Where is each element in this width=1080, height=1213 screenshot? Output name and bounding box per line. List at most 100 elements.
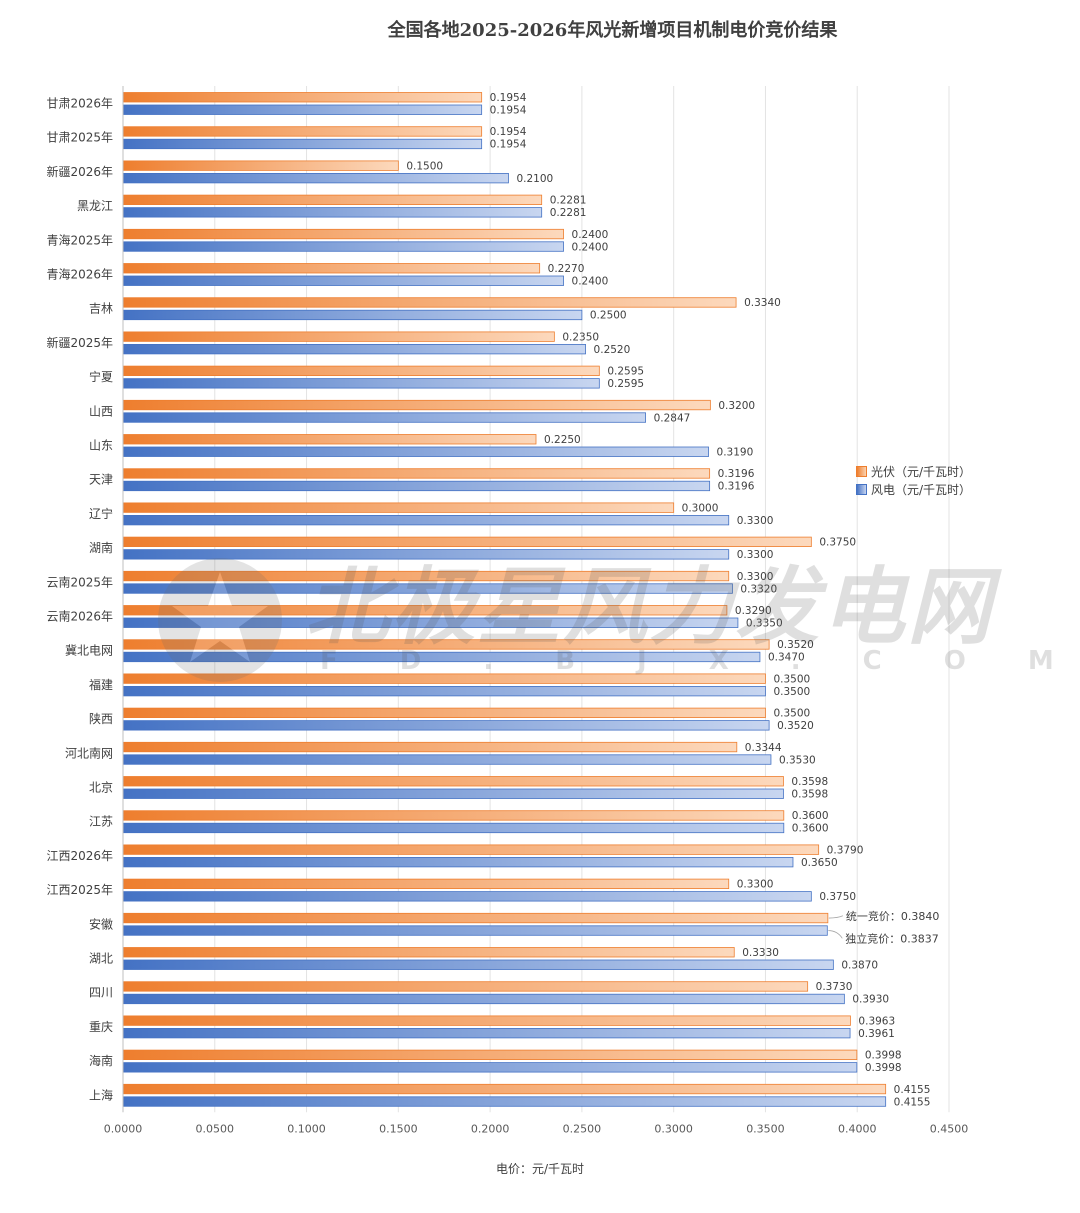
- chart-title: 全国各地2025-2026年风光新增项目机制电价竞价结果: [387, 20, 838, 41]
- data-label: 0.2270: [548, 263, 585, 275]
- data-label: 0.3961: [858, 1028, 895, 1040]
- data-label: 0.3500: [773, 673, 810, 685]
- axes: 0.0000 0.0500 0.1000 0.1500 0.2000 0.2500 0.30…: [46, 86, 968, 1135]
- category-label: 甘肃2026年: [46, 97, 113, 111]
- data-label: 0.3000: [682, 502, 719, 514]
- category-label: 湖北: [89, 951, 113, 966]
- bar-solar: [122, 1015, 851, 1026]
- data-label: 0.3998: [865, 1062, 902, 1074]
- data-label: 0.3730: [816, 981, 853, 993]
- data-label: 独立竞价：0.3837: [845, 931, 939, 945]
- data-label: 0.3870: [841, 960, 878, 972]
- category-label: 青海2026年: [46, 267, 113, 282]
- x-tick-label: 0.1500: [379, 1122, 418, 1135]
- bar-solar: [122, 707, 766, 718]
- data-label: 0.2100: [516, 173, 553, 185]
- bar-solar: [122, 981, 809, 992]
- watermark-logo-icon: [158, 558, 282, 682]
- data-label: 0.2281: [550, 195, 587, 207]
- data-label: 0.2250: [544, 434, 581, 446]
- data-label: 0.3650: [801, 857, 838, 869]
- legend-swatch-wind: [856, 483, 867, 495]
- category-label: 北京: [89, 781, 113, 795]
- bar-wind: [122, 309, 583, 321]
- bar-wind: [122, 1028, 851, 1039]
- category-label: 天津: [89, 473, 113, 487]
- data-label: 0.3300: [737, 515, 774, 527]
- data-label: 0.3196: [718, 481, 755, 493]
- bar-solar: [122, 1049, 858, 1060]
- bar-solar: [122, 947, 735, 958]
- category-label: 江西2025年: [46, 883, 113, 897]
- callout-line: [828, 930, 843, 939]
- category-label: 上海: [89, 1087, 113, 1102]
- bar-wind: [122, 925, 828, 936]
- bar-solar: [122, 126, 483, 137]
- data-label: 0.3320: [740, 583, 777, 595]
- x-tick-label: 0.1000: [287, 1122, 326, 1135]
- bar-wind: [122, 343, 586, 355]
- category-label: 黑龙江: [77, 199, 113, 213]
- data-label: 0.2520: [594, 344, 631, 356]
- bar-solar: [122, 434, 537, 445]
- bar-solar: [122, 365, 600, 377]
- category-label: 重庆: [89, 1020, 113, 1034]
- bar-wind: [122, 378, 600, 389]
- data-label: 统一竞价：0.3840: [846, 909, 940, 923]
- legend-label-solar: 光伏（元/千瓦时）: [871, 464, 972, 479]
- data-label: 0.1954: [490, 126, 527, 138]
- bar-wind: [122, 275, 564, 286]
- data-label: 0.2350: [562, 331, 599, 343]
- data-label: 0.3350: [746, 618, 783, 630]
- data-label: 0.3190: [717, 447, 754, 459]
- x-tick-label: 0.2500: [563, 1122, 602, 1135]
- data-label: 0.3750: [819, 537, 856, 549]
- bar-wind: [122, 720, 770, 731]
- x-tick-label: 0.2000: [471, 1122, 510, 1135]
- bar-wind: [122, 1062, 858, 1073]
- data-label: 0.4155: [894, 1096, 931, 1108]
- legend-swatch-solar: [856, 465, 867, 477]
- callout-line: [828, 915, 844, 919]
- category-label: 青海2025年: [46, 232, 113, 247]
- data-label: 0.3330: [742, 947, 779, 959]
- bar-solar: [122, 912, 829, 924]
- data-label: 0.1954: [490, 92, 527, 104]
- bar-wind: [122, 754, 772, 765]
- category-label: 陕西: [89, 711, 113, 726]
- category-label: 江苏: [89, 815, 113, 829]
- category-label: 新疆2026年: [46, 164, 113, 179]
- data-label: 0.3598: [791, 789, 828, 801]
- data-label: 0.3500: [773, 708, 810, 720]
- bar-wind: [122, 1096, 887, 1107]
- gridlines: [214, 86, 950, 1113]
- data-label: 0.1954: [490, 139, 527, 151]
- category-label: 江西2026年: [46, 849, 113, 863]
- data-label: 0.3300: [737, 549, 774, 561]
- data-label: 0.3340: [744, 297, 781, 309]
- data-label: 0.2595: [607, 378, 644, 390]
- data-label: 0.3520: [777, 639, 814, 651]
- data-label: 0.3600: [792, 810, 829, 822]
- bar-wind: [122, 788, 784, 799]
- data-label: 0.3998: [865, 1050, 902, 1062]
- data-label: 0.3598: [791, 776, 828, 788]
- watermark-text: 北极星风力发电网: [305, 558, 994, 656]
- watermark-subtext: FD.BJX.COM.CN: [320, 646, 1080, 676]
- x-tick-label: 0.4000: [838, 1122, 877, 1135]
- data-label: 0.3600: [792, 823, 829, 835]
- category-label: 冀北电网: [65, 644, 113, 658]
- x-tick-label: 0.0000: [104, 1122, 143, 1135]
- data-label: 0.3470: [768, 652, 805, 664]
- bar-solar: [122, 160, 399, 171]
- bar-solar: [122, 92, 483, 103]
- category-label: 湖南: [89, 540, 113, 555]
- data-label: 0.2400: [572, 229, 609, 241]
- bar-wind: [122, 480, 711, 492]
- bar-wind: [122, 822, 785, 834]
- bar-solar: [122, 1083, 887, 1095]
- bar-wind: [122, 959, 834, 970]
- bar-wind: [122, 207, 543, 218]
- x-axis-label: 电价：元/千瓦时: [495, 1162, 585, 1176]
